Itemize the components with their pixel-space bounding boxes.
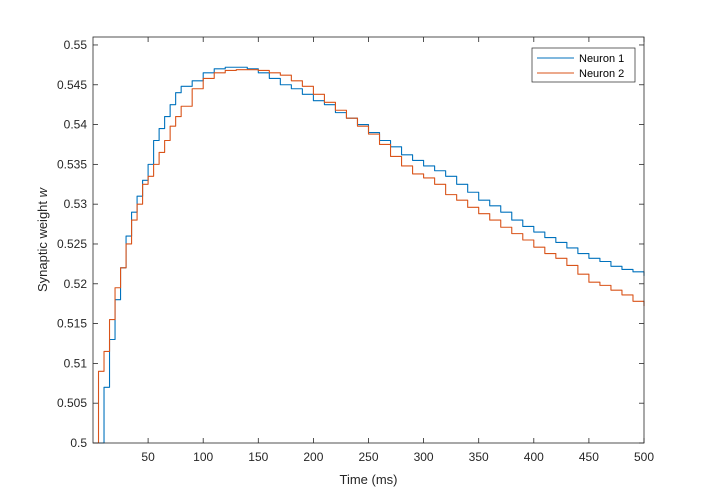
legend: Neuron 1 Neuron 2 [531,47,636,83]
y-axis-label-variable: w [35,186,50,197]
y-tick-label: 0.53 [64,197,88,211]
x-tick-label: 450 [579,450,599,464]
x-tick-label: 50 [141,450,155,464]
x-tick-label: 300 [414,450,434,464]
y-tick-label: 0.535 [57,157,87,171]
y-tick-label: 0.54 [64,118,88,132]
x-axis-label: Time (ms) [339,472,397,487]
y-tick-label: 0.51 [64,356,88,370]
y-tick-label: 0.55 [64,38,88,52]
y-axis-label-text: Synaptic weight [35,197,50,292]
y-tick-label: 0.515 [57,317,87,331]
x-tick-label: 100 [193,450,213,464]
x-tick-label: 150 [248,450,268,464]
y-tick-label: 0.5 [70,436,87,450]
series-layer [93,66,645,444]
legend-label-neuron-2: Neuron 2 [579,68,624,80]
x-tick-label: 500 [634,450,654,464]
y-tick-label: 0.545 [57,78,87,92]
y-tick-label: 0.505 [57,396,87,410]
y-tick-label: 0.525 [57,237,87,251]
legend-box [531,47,636,83]
x-tick-label: 200 [303,450,323,464]
y-tick-label: 0.52 [64,277,88,291]
y-axis-label: Synaptic weight w [35,186,50,292]
legend-label-neuron-1: Neuron 1 [579,53,624,65]
x-tick-label: 400 [524,450,544,464]
x-tick-label: 250 [358,450,378,464]
series-line-neuron-2 [93,69,645,444]
ticks-layer: 50 100 150 200 250 300 350 400 450 500 0.5 0.505 0.5… [57,37,654,464]
x-tick-label: 350 [469,450,489,464]
plot-area [93,37,644,443]
